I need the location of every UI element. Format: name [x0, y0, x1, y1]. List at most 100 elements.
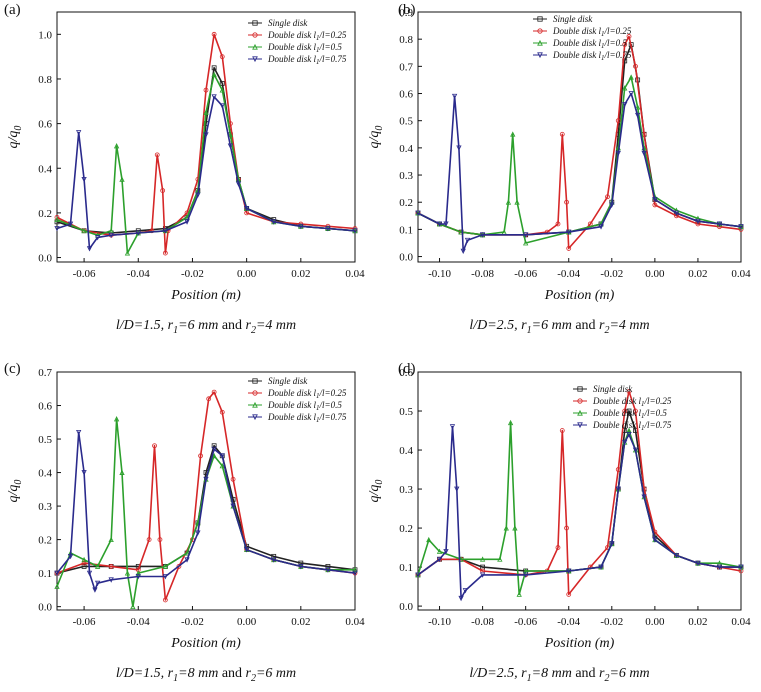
- caption-sub: 1: [527, 325, 532, 336]
- legend-marker: [577, 422, 583, 429]
- series-2: [54, 416, 358, 610]
- series-line: [417, 410, 741, 576]
- data-point: [559, 131, 565, 137]
- data-point: [451, 93, 458, 100]
- y-axis-label-main: q/q: [367, 131, 382, 149]
- legend-label-post: /l=0.25: [604, 26, 632, 36]
- data-point: [94, 563, 101, 569]
- chart-panel-d: (d)-0.10 -0.08 -0.06 -0.04 -0.02 0.00 0.02 0.04…: [367, 361, 751, 684]
- data-point: [154, 152, 160, 158]
- legend-label-text: Double disk l: [592, 396, 641, 406]
- caption-and: and: [572, 318, 599, 333]
- data-point: [555, 221, 561, 227]
- legend-label: Single disk: [268, 18, 308, 28]
- data-point: [211, 446, 217, 452]
- data-point: [108, 564, 114, 569]
- data-point: [203, 109, 209, 115]
- data-point: [615, 118, 621, 124]
- data-point: [54, 214, 60, 220]
- data-point: [54, 226, 60, 232]
- legend-label: Double disk l1/l=0.25: [552, 26, 632, 38]
- panel-caption: l/D=2.5, r1=8 mm and r2=6 mm: [469, 666, 649, 684]
- data-point: [516, 591, 522, 597]
- caption-sub: 1: [173, 325, 178, 336]
- data-point: [298, 223, 304, 230]
- data-point: [673, 210, 680, 216]
- data-point: [211, 31, 217, 37]
- y-tick-label: 1.0: [38, 29, 52, 41]
- legend-label-post: /l=0.25: [319, 388, 347, 398]
- data-point: [92, 587, 98, 593]
- y-tick-label: 0.0: [399, 252, 413, 264]
- legend-label: Double disk l1/l=0.75: [267, 412, 347, 424]
- data-point: [67, 221, 74, 227]
- data-point: [464, 237, 471, 244]
- legend-label-text: Double disk l: [592, 420, 641, 430]
- legend-label-sub: 1: [316, 416, 320, 424]
- series-line: [56, 391, 356, 601]
- data-point: [67, 553, 74, 560]
- data-point: [555, 545, 561, 550]
- x-tick-label: -0.02: [181, 616, 204, 628]
- legend-label-sub: 1: [641, 400, 645, 408]
- data-point: [462, 588, 469, 594]
- data-point: [641, 150, 647, 157]
- legend-label-text: Double disk l: [267, 30, 316, 40]
- legend-item: Double disk l1/l=0.5: [533, 38, 627, 50]
- data-point: [454, 486, 460, 492]
- data-point: [108, 227, 114, 234]
- x-tick-label: -0.08: [471, 268, 494, 280]
- y-tick-label: 0.7: [38, 367, 52, 379]
- x-tick-label: -0.04: [557, 268, 580, 280]
- data-point: [632, 447, 639, 453]
- data-point: [146, 537, 152, 543]
- legend-item: Single disk: [533, 14, 593, 24]
- legend-label-text: Double disk l: [552, 50, 601, 60]
- data-point: [230, 503, 236, 509]
- data-point: [436, 221, 443, 227]
- caption-part: l/D=2.5, r: [469, 318, 527, 333]
- y-axis-label-main: q/q: [6, 131, 21, 149]
- data-point: [211, 71, 217, 77]
- legend-marker: [252, 32, 258, 38]
- data-point: [184, 219, 190, 225]
- y-tick-label: 0.4: [38, 163, 52, 175]
- data-point: [135, 574, 141, 580]
- data-point: [609, 541, 615, 547]
- legend-label-text: Double disk l: [267, 400, 316, 410]
- data-point: [566, 591, 572, 597]
- data-point: [436, 556, 443, 563]
- caption-part: l/D=1.5, r: [116, 666, 174, 681]
- data-point: [622, 85, 628, 91]
- legend-label: Double disk l1/l=0.75: [267, 54, 347, 66]
- data-point: [615, 486, 621, 492]
- y-axis-label-main: q/q: [367, 485, 382, 503]
- legend-item: Double disk l1/l=0.5: [573, 408, 667, 420]
- y-axis-label: q/q0: [367, 480, 385, 503]
- caption-part: l/D=2.5, r: [469, 666, 527, 681]
- panel-label: (a): [4, 2, 21, 18]
- legend-label-sub: 1: [601, 42, 605, 50]
- data-point: [716, 221, 723, 227]
- data-point: [76, 429, 82, 436]
- data-point: [634, 104, 641, 110]
- data-point: [149, 228, 155, 234]
- series-3: [415, 91, 744, 255]
- data-point: [443, 221, 449, 227]
- data-point: [157, 537, 163, 543]
- data-point: [633, 408, 638, 414]
- panel-label: (d): [398, 361, 416, 377]
- plot-frame: [56, 371, 356, 611]
- legend-label-post: /l=0.5: [319, 400, 343, 410]
- data-point: [716, 564, 723, 570]
- legend-label-sub: 1: [316, 46, 320, 54]
- data-point: [566, 229, 572, 236]
- data-point: [695, 218, 701, 225]
- caption-part: r: [599, 666, 605, 681]
- legend-marker: [537, 28, 543, 34]
- data-point: [609, 202, 615, 208]
- data-point: [497, 556, 503, 562]
- legend-marker: [577, 386, 583, 392]
- legend-label: Double disk l1/l=0.25: [592, 396, 672, 408]
